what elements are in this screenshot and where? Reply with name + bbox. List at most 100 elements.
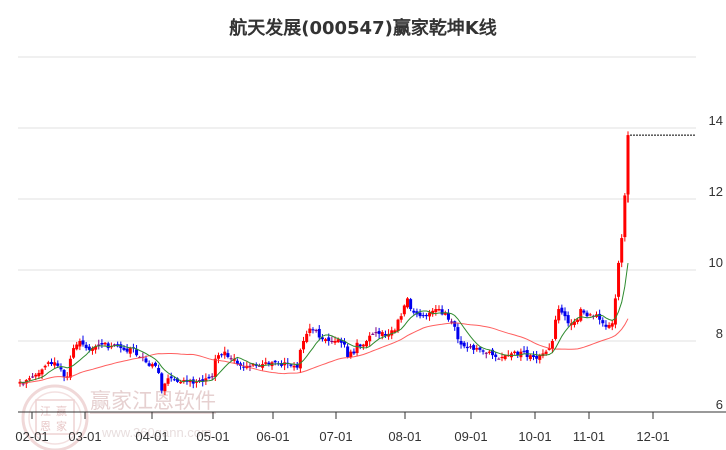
- candle-body: [402, 305, 406, 315]
- candle-body: [302, 341, 306, 350]
- candle-body: [56, 363, 60, 366]
- candle-body: [544, 351, 548, 354]
- candle-body: [279, 363, 283, 366]
- candle-body: [68, 358, 72, 378]
- candle-body: [43, 365, 47, 368]
- candle-body: [46, 362, 50, 364]
- candle-body: [330, 341, 334, 342]
- candle-body: [503, 355, 507, 360]
- candle-body: [223, 351, 227, 356]
- candle-body: [349, 351, 353, 358]
- x-tick-label: 08-01: [388, 429, 421, 444]
- candle-body: [368, 335, 372, 342]
- candle-body: [144, 358, 148, 363]
- short-ma-line: [19, 263, 629, 384]
- candle-body: [620, 238, 624, 263]
- candle-body: [289, 364, 293, 366]
- candle-body: [522, 350, 526, 352]
- candle-body: [610, 323, 614, 327]
- candle-body: [459, 340, 463, 345]
- candle-body: [623, 195, 627, 238]
- candle-body: [355, 342, 359, 354]
- candle-body: [248, 365, 252, 367]
- candle-body: [163, 383, 167, 392]
- candle-body: [176, 378, 180, 382]
- candle-body: [182, 380, 186, 382]
- candle-body: [390, 330, 394, 336]
- candle-body: [500, 356, 504, 358]
- candle-body: [97, 344, 101, 346]
- candle-body: [267, 362, 271, 365]
- candle-body: [194, 381, 198, 383]
- candle-body: [481, 350, 485, 352]
- candle-body: [585, 312, 589, 317]
- candle-body: [424, 314, 428, 317]
- candle-body: [380, 332, 384, 336]
- candle-body: [336, 339, 340, 343]
- watermark-brand: 赢家江恩软件: [90, 389, 216, 413]
- candle-body: [453, 321, 457, 327]
- candle-body: [572, 321, 576, 325]
- candle-body: [446, 312, 450, 320]
- candle-body: [560, 307, 564, 313]
- candle-body: [557, 309, 561, 321]
- candle-body: [365, 341, 369, 347]
- candle-body: [528, 355, 532, 360]
- candle-body: [582, 310, 586, 313]
- candle-body: [405, 298, 409, 308]
- x-tick-label: 09-01: [454, 429, 487, 444]
- x-tick-label: 03-01: [68, 429, 101, 444]
- y-axis-labels: 6 8 10 12 14: [709, 113, 723, 412]
- candle-body: [434, 309, 438, 312]
- candle-body: [87, 346, 91, 350]
- y-tick-label: 10: [709, 255, 723, 270]
- candle-body: [361, 344, 365, 347]
- candle-body: [327, 337, 331, 341]
- svg-text:赢: 赢: [56, 404, 67, 418]
- candle-body: [251, 364, 255, 366]
- candle-body: [34, 374, 38, 377]
- candle-body: [554, 319, 558, 339]
- candle-body: [166, 378, 170, 384]
- candle-body: [179, 381, 183, 384]
- candle-body: [320, 337, 324, 340]
- candle-body: [122, 347, 126, 350]
- x-tick-label: 11-01: [573, 429, 605, 444]
- candle-body: [604, 324, 608, 327]
- candle-body: [78, 341, 82, 347]
- candle-body: [456, 327, 460, 340]
- candle-body: [431, 310, 435, 315]
- candle-body: [339, 339, 343, 343]
- candle-body: [210, 376, 214, 378]
- candle-body: [21, 383, 25, 385]
- candlesticks: [18, 131, 696, 395]
- moving-averages: [19, 263, 629, 384]
- candle-body: [150, 364, 154, 367]
- chart-title: 航天发展(000547)赢家乾坤K线: [229, 18, 497, 39]
- x-tick-label: 06-01: [256, 429, 289, 444]
- candle-body: [72, 348, 76, 358]
- candle-body: [487, 351, 491, 353]
- candle-body: [617, 262, 621, 297]
- svg-text:家: 家: [56, 419, 67, 433]
- candle-body: [204, 378, 208, 382]
- candle-body: [308, 328, 312, 334]
- x-tick-label: 04-01: [135, 429, 168, 444]
- candle-body: [59, 367, 63, 370]
- candle-body: [84, 344, 88, 349]
- candle-body: [53, 362, 57, 366]
- candle-body: [109, 346, 113, 348]
- candle-body: [513, 351, 517, 353]
- candle-body: [157, 367, 161, 373]
- candle-body: [153, 362, 157, 366]
- x-axis: 02-01 03-01 04-01 05-01 06-01 07-01 08-01 09-01…: [15, 411, 726, 444]
- candle-body: [579, 309, 583, 321]
- candle-body: [443, 312, 447, 315]
- candle-body: [566, 315, 570, 324]
- candle-body: [421, 315, 425, 317]
- candle-body: [201, 379, 205, 382]
- candle-body: [494, 354, 498, 357]
- candle-body: [462, 342, 466, 347]
- y-tick-label: 12: [709, 184, 723, 199]
